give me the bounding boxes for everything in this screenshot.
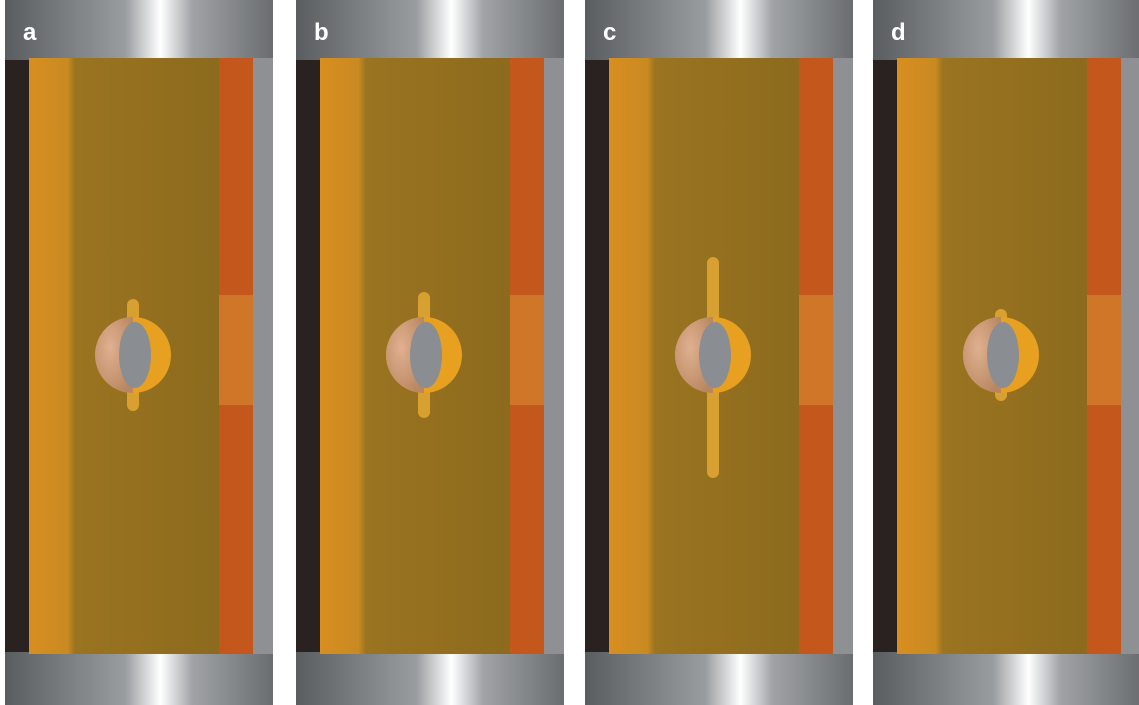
photo-panel: b [296, 0, 564, 705]
side-gray [1119, 58, 1139, 654]
bottom-clamp [5, 652, 273, 705]
hole-center [699, 322, 731, 388]
figure: a b c d [0, 0, 1139, 705]
strip-glow [1087, 295, 1121, 405]
panel-label: a [23, 19, 37, 46]
bottom-clamp [296, 652, 564, 705]
hole-center [410, 322, 442, 388]
bottom-clamp [873, 652, 1139, 705]
strip-glow [510, 295, 544, 405]
side-gray [542, 58, 564, 654]
side-gray [831, 58, 853, 654]
hole-center [987, 322, 1019, 388]
strip-glow [799, 295, 833, 405]
top-clamp [296, 0, 564, 60]
top-clamp [585, 0, 853, 60]
bottom-clamp [585, 652, 853, 705]
panel-label: d [891, 19, 906, 46]
panel-label: b [314, 19, 329, 46]
photo-panel: c [585, 0, 853, 705]
strip-glow [219, 295, 253, 405]
panel-label: c [603, 19, 616, 46]
photo-panel: a [5, 0, 273, 705]
hole-center [119, 322, 151, 388]
photo-panel: d [873, 0, 1139, 705]
top-clamp [873, 0, 1139, 60]
top-clamp [5, 0, 273, 60]
side-gray [251, 58, 273, 654]
